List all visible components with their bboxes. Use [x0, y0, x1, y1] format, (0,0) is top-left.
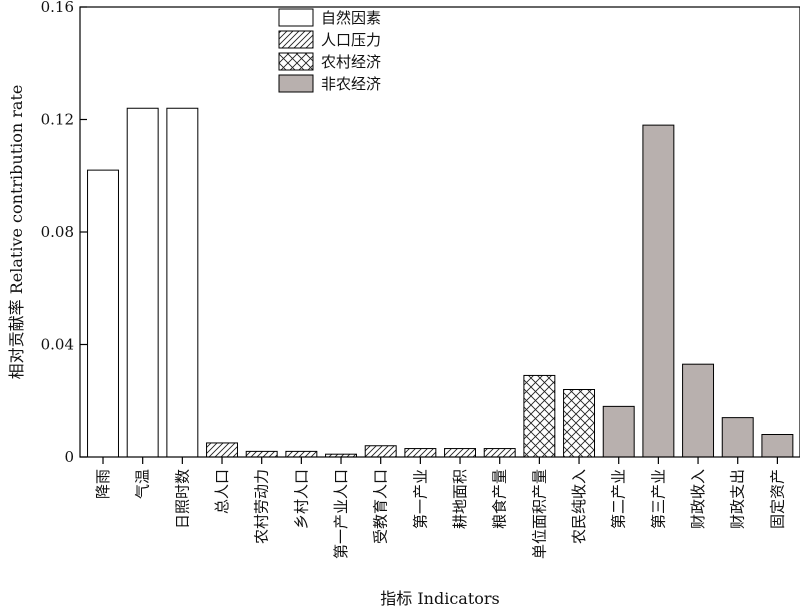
legend-swatch: [278, 30, 314, 49]
legend-label: 非农经济: [321, 75, 381, 93]
legend-label: 人口压力: [321, 31, 381, 49]
x-tick-label: 降雨: [94, 469, 112, 499]
x-tick-label: 第三产业: [649, 469, 667, 529]
bar: [642, 124, 675, 458]
y-tick-label: 0.16: [41, 0, 74, 16]
x-tick-label: 耕地面积: [451, 469, 469, 529]
bar: [444, 448, 477, 458]
y-tick-label: 0.08: [41, 223, 74, 241]
legend-label: 农村经济: [321, 53, 381, 71]
bar: [682, 363, 715, 458]
x-tick-label: 第一产业: [411, 469, 429, 529]
y-tick-label: 0.04: [41, 336, 74, 354]
x-tick-label: 第二产业: [610, 469, 628, 529]
bar: [563, 389, 596, 458]
x-tick-label: 乡村人口: [292, 469, 310, 529]
bar: [404, 448, 437, 458]
x-tick-label: 日照时数: [173, 469, 191, 529]
x-tick-label: 农村劳动力: [253, 469, 271, 544]
x-tick-label: 第一产业人口: [332, 469, 350, 559]
x-tick-label: 固定资产: [768, 469, 786, 529]
x-tick-label: 受教育人口: [372, 469, 390, 544]
bar: [87, 169, 119, 458]
bar: [285, 450, 318, 458]
x-tick-label: 总人口: [213, 469, 231, 514]
bar: [721, 417, 754, 458]
x-axis-title: 指标 Indicators: [380, 589, 500, 608]
legend-label: 自然因素: [321, 9, 381, 27]
legend-swatch: [278, 8, 314, 27]
x-tick-label: 粮食产量: [491, 469, 509, 529]
y-axis-title: 相对贡献率 Relative contribution rate: [7, 85, 26, 380]
bar: [602, 405, 635, 458]
x-tick-label: 农民纯收入: [570, 469, 588, 544]
bar: [483, 448, 516, 458]
bar: [364, 445, 397, 458]
x-tick-label: 气温: [134, 469, 152, 499]
x-tick-label: 财政支出: [729, 469, 747, 529]
x-tick-label: 单位面积产量: [530, 469, 548, 559]
bar: [761, 434, 794, 458]
y-tick-label: 0.12: [41, 111, 74, 129]
legend-swatch: [278, 52, 314, 71]
bar: [245, 450, 278, 458]
bar: [166, 107, 199, 458]
y-axis: 0 0.04 0.08 0.12 0.16: [41, 0, 87, 466]
bars: [87, 107, 794, 458]
y-tick-label: 0: [64, 448, 74, 466]
x-axis: 降雨 气温 日照时数 总人口 农村劳动力 乡村人口 第一产业人口 受教育人口 第一产业 耕地面积 粮…: [94, 457, 786, 559]
bar: [126, 107, 159, 458]
legend-swatch: [278, 74, 314, 93]
x-tick-label: 财政收入: [689, 469, 707, 529]
bar: [206, 442, 238, 458]
bar: [523, 374, 556, 458]
